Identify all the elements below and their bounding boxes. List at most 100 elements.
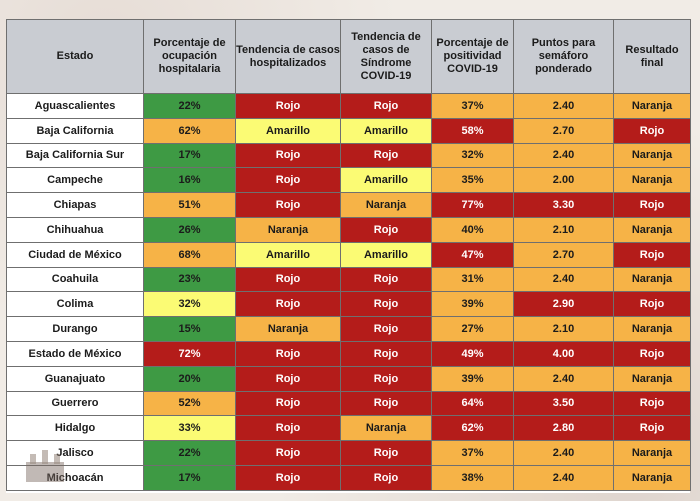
cell-resultado: Naranja [613, 464, 691, 491]
cell-positividad: 47% [431, 241, 514, 268]
header-sindrome: Tendencia de casos de Síndrome COVID-19 [340, 19, 432, 94]
cell-puntos: 3.30 [513, 192, 614, 218]
cell-positividad: 32% [431, 142, 514, 169]
cell-estado: Estado de México [6, 340, 144, 367]
table-row: Baja California Sur 17% Rojo Rojo 32% 2.40 Nar… [6, 142, 691, 169]
cell-ocupacion: 20% [143, 365, 236, 392]
cell-estado: Baja California [6, 117, 144, 144]
cell-sindrome: Rojo [340, 390, 432, 417]
cell-positividad: 37% [431, 440, 514, 466]
table-row: Coahuila 23% Rojo Rojo 31% 2.40 Naranja [6, 266, 691, 293]
cell-sindrome: Amarillo [340, 241, 432, 268]
cell-ocupacion: 23% [143, 266, 236, 293]
cell-sindrome: Rojo [340, 216, 432, 243]
cell-puntos: 2.10 [513, 316, 614, 342]
cell-sindrome: Rojo [340, 464, 432, 491]
table-row: Chiapas 51% Rojo Naranja 77% 3.30 Rojo [6, 192, 691, 218]
cell-sindrome: Rojo [340, 316, 432, 342]
cell-sindrome: Naranja [340, 192, 432, 218]
header-hospitalizados: Tendencia de casos hospitalizados [235, 19, 341, 94]
cell-puntos: 2.10 [513, 216, 614, 243]
table-row: Estado de México 72% Rojo Rojo 49% 4.00 Rojo [6, 340, 691, 367]
cell-puntos: 2.40 [513, 142, 614, 169]
cell-estado: Chihuahua [6, 216, 144, 243]
cell-estado: Coahuila [6, 266, 144, 293]
cell-resultado: Naranja [613, 266, 691, 293]
header-row: Estado Porcentaje de ocupación hospitala… [6, 19, 691, 94]
cell-puntos: 2.80 [513, 415, 614, 442]
header-positividad: Porcentaje de positividad COVID-19 [431, 19, 514, 94]
cell-positividad: 49% [431, 340, 514, 367]
cell-resultado: Naranja [613, 167, 691, 194]
cell-sindrome: Amarillo [340, 167, 432, 194]
cell-sindrome: Amarillo [340, 117, 432, 144]
cell-ocupacion: 72% [143, 340, 236, 367]
cell-ocupacion: 52% [143, 390, 236, 417]
cell-estado: Hidalgo [6, 415, 144, 442]
cell-positividad: 39% [431, 365, 514, 392]
header-ocupacion: Porcentaje de ocupación hospitalaria [143, 19, 236, 94]
table-row: Chihuahua 26% Naranja Rojo 40% 2.10 Naranja [6, 216, 691, 243]
cell-estado: Michoacán [6, 464, 144, 491]
cell-positividad: 31% [431, 266, 514, 293]
cell-ocupacion: 33% [143, 415, 236, 442]
cell-positividad: 77% [431, 192, 514, 218]
cell-resultado: Rojo [613, 241, 691, 268]
cell-positividad: 62% [431, 415, 514, 442]
cell-resultado: Rojo [613, 390, 691, 417]
cell-puntos: 2.70 [513, 117, 614, 144]
cell-hospitalizados: Rojo [235, 415, 341, 442]
cell-puntos: 2.40 [513, 266, 614, 293]
cell-resultado: Naranja [613, 365, 691, 392]
cell-sindrome: Rojo [340, 142, 432, 169]
cell-positividad: 58% [431, 117, 514, 144]
cell-resultado: Rojo [613, 117, 691, 144]
cell-positividad: 38% [431, 464, 514, 491]
cell-puntos: 2.40 [513, 440, 614, 466]
cell-hospitalizados: Rojo [235, 390, 341, 417]
cell-puntos: 4.00 [513, 340, 614, 367]
cell-hospitalizados: Naranja [235, 216, 341, 243]
cell-hospitalizados: Rojo [235, 192, 341, 218]
header-resultado: Resultado final [613, 19, 691, 94]
cell-sindrome: Rojo [340, 340, 432, 367]
cell-resultado: Rojo [613, 291, 691, 318]
cell-positividad: 64% [431, 390, 514, 417]
cell-hospitalizados: Rojo [235, 93, 341, 119]
cell-ocupacion: 32% [143, 291, 236, 318]
table-row: Campeche 16% Rojo Amarillo 35% 2.00 Naranja [6, 167, 691, 194]
cell-positividad: 35% [431, 167, 514, 194]
table-row: Ciudad de México 68% Amarillo Amarillo 47% 2.… [6, 241, 691, 268]
header-estado: Estado [6, 19, 144, 94]
cell-ocupacion: 16% [143, 167, 236, 194]
cell-resultado: Naranja [613, 316, 691, 342]
table-row: Jalisco 22% Rojo Rojo 37% 2.40 Naranja [6, 440, 691, 466]
cell-ocupacion: 51% [143, 192, 236, 218]
semaforo-table: Estado Porcentaje de ocupación hospitala… [6, 19, 691, 491]
cell-hospitalizados: Amarillo [235, 117, 341, 144]
table-row: Hidalgo 33% Rojo Naranja 62% 2.80 Rojo [6, 415, 691, 442]
cell-hospitalizados: Rojo [235, 291, 341, 318]
cell-estado: Guanajuato [6, 365, 144, 392]
cell-ocupacion: 17% [143, 142, 236, 169]
table-body: Aguascalientes 22% Rojo Rojo 37% 2.40 Naranja B… [6, 93, 691, 491]
cell-estado: Jalisco [6, 440, 144, 466]
table-row: Guanajuato 20% Rojo Rojo 39% 2.40 Naranja [6, 365, 691, 392]
table-row: Baja California 62% Amarillo Amarillo 58% 2.7… [6, 117, 691, 144]
cell-hospitalizados: Rojo [235, 464, 341, 491]
semaforo-table-container: Estado Porcentaje de ocupación hospitala… [6, 19, 691, 493]
table-row: Guerrero 52% Rojo Rojo 64% 3.50 Rojo [6, 390, 691, 417]
cell-resultado: Rojo [613, 192, 691, 218]
cell-ocupacion: 68% [143, 241, 236, 268]
table-row: Colima 32% Rojo Rojo 39% 2.90 Rojo [6, 291, 691, 318]
cell-hospitalizados: Amarillo [235, 241, 341, 268]
cell-hospitalizados: Rojo [235, 340, 341, 367]
table-row: Michoacán 17% Rojo Rojo 38% 2.40 Naranja [6, 464, 691, 491]
cell-sindrome: Rojo [340, 365, 432, 392]
cell-positividad: 40% [431, 216, 514, 243]
table-row: Aguascalientes 22% Rojo Rojo 37% 2.40 Naranja [6, 93, 691, 119]
cell-resultado: Naranja [613, 216, 691, 243]
cell-hospitalizados: Rojo [235, 365, 341, 392]
cell-puntos: 2.90 [513, 291, 614, 318]
cell-hospitalizados: Rojo [235, 167, 341, 194]
